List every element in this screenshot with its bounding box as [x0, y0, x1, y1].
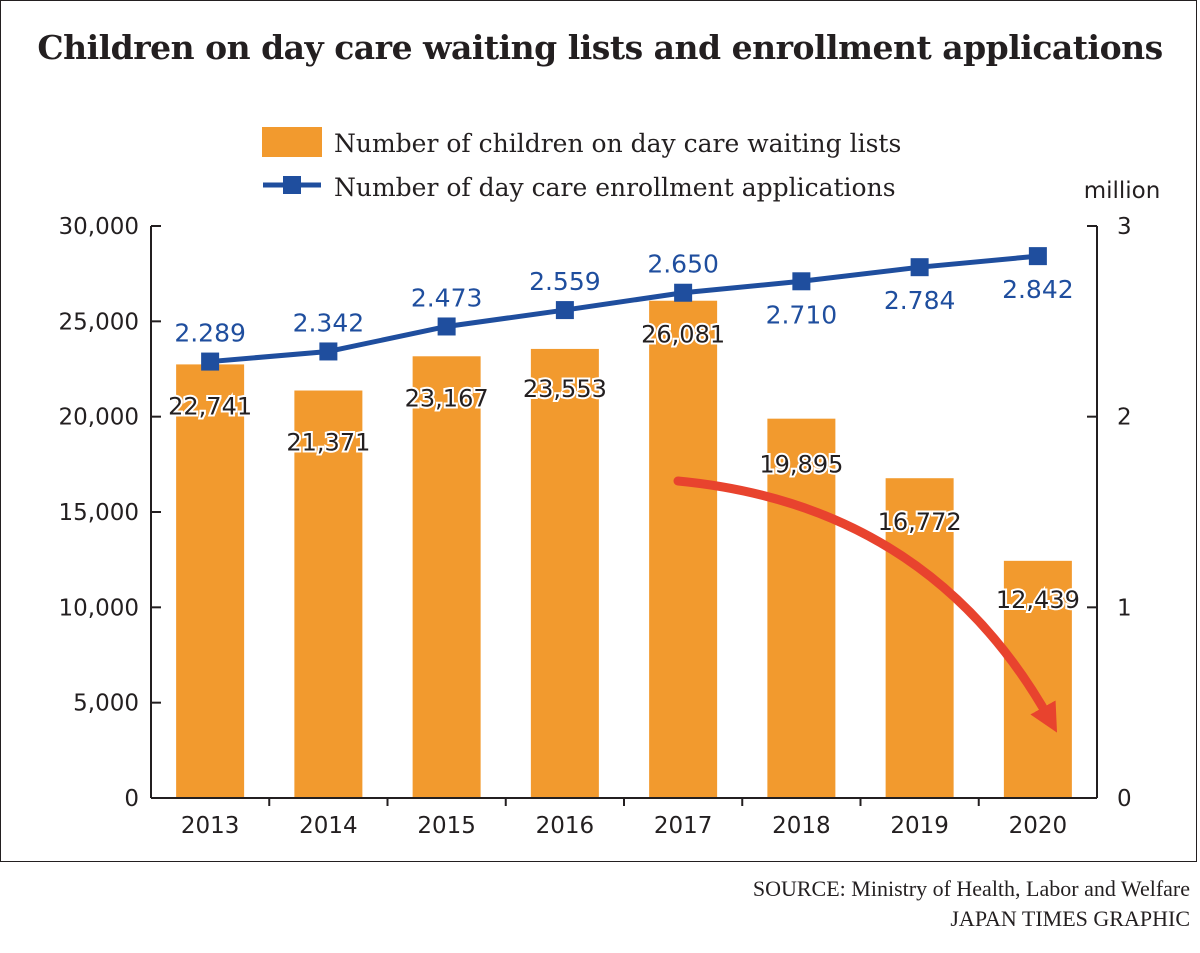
line-point-2013	[201, 353, 219, 371]
line-data-label: 2.289	[174, 319, 246, 348]
left-tick-label: 0	[124, 786, 139, 812]
x-tick-label: 2013	[181, 813, 240, 839]
right-tick-label: 1	[1117, 595, 1132, 621]
line-data-label: 2.342	[293, 308, 365, 337]
legend-marker-line	[283, 176, 301, 194]
line-point-2015	[438, 317, 456, 335]
trend-arrow-icon	[678, 481, 1050, 720]
right-tick-label: 2	[1117, 405, 1132, 431]
x-tick-label: 2015	[417, 813, 476, 839]
bar-data-label: 23,167	[405, 384, 489, 412]
bar-data-label: 12,439	[996, 586, 1080, 614]
right-tick-label: 0	[1117, 786, 1132, 812]
chart-svg: 05,00010,00015,00020,00025,00030,0000123…	[0, 0, 1200, 870]
bar-data-label: 21,371	[286, 429, 370, 457]
legend-label-bars: Number of children on day care waiting l…	[334, 129, 901, 158]
right-axis-unit: million	[1084, 178, 1161, 204]
left-tick-label: 20,000	[59, 405, 139, 431]
bar-2015	[413, 356, 481, 798]
source-note: SOURCE: Ministry of Health, Labor and We…	[753, 876, 1190, 902]
line-point-2020	[1029, 247, 1047, 265]
line-data-label: 2.559	[529, 267, 601, 296]
bar-data-label: 16,772	[878, 508, 962, 536]
line-point-2017	[674, 284, 692, 302]
line-data-label: 2.473	[411, 283, 483, 312]
x-tick-label: 2016	[536, 813, 595, 839]
x-tick-label: 2014	[299, 813, 358, 839]
bar-data-label: 26,081	[641, 321, 725, 349]
line-data-label: 2.710	[766, 300, 838, 329]
legend-swatch-bars	[262, 127, 322, 157]
line-data-label: 2.650	[647, 250, 719, 279]
line-data-label: 2.842	[1002, 275, 1074, 304]
x-tick-label: 2017	[654, 813, 713, 839]
left-tick-label: 10,000	[59, 595, 139, 621]
bar-2016	[531, 349, 599, 798]
left-tick-label: 25,000	[59, 309, 139, 335]
bar-2017	[649, 301, 717, 798]
graphic-credit: JAPAN TIMES GRAPHIC	[950, 906, 1190, 932]
x-tick-label: 2019	[890, 813, 949, 839]
right-tick-label: 3	[1117, 214, 1132, 240]
line-point-2016	[556, 301, 574, 319]
bar-data-label: 23,553	[523, 375, 607, 403]
bar-2013	[176, 364, 244, 798]
bar-data-label: 19,895	[759, 451, 843, 479]
legend-label-line: Number of day care enrollment applicatio…	[334, 173, 896, 202]
left-tick-label: 30,000	[59, 214, 139, 240]
x-tick-label: 2018	[772, 813, 831, 839]
left-tick-label: 15,000	[59, 500, 139, 526]
line-point-2019	[911, 258, 929, 276]
left-tick-label: 5,000	[73, 691, 139, 717]
line-point-2014	[319, 342, 337, 360]
line-point-2018	[792, 272, 810, 290]
x-tick-label: 2020	[1009, 813, 1068, 839]
line-data-label: 2.784	[884, 286, 956, 315]
bar-data-label: 22,741	[168, 392, 252, 420]
